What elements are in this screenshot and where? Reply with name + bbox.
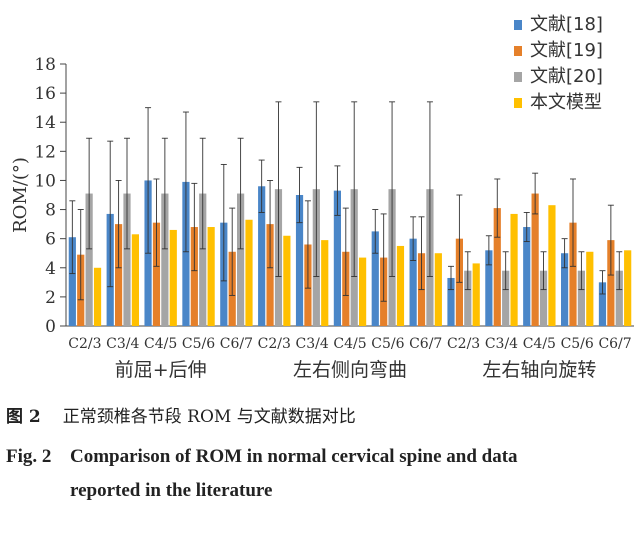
bar — [539, 270, 548, 326]
caption-en-label: Fig. 2 — [6, 446, 52, 467]
bar — [266, 224, 274, 326]
x-tick-label: C2/3 — [258, 336, 291, 352]
caption-en-line2: reported in the literature — [70, 480, 273, 501]
caption-cn: 图 2 正常颈椎各节段 ROM 与文献数据对比 — [6, 402, 356, 427]
bar — [598, 282, 607, 326]
x-tick-label: C6/7 — [220, 336, 253, 352]
bar — [85, 193, 93, 326]
bar — [237, 193, 245, 326]
bar — [152, 222, 161, 326]
legend-swatch — [514, 20, 522, 30]
bar — [207, 227, 215, 326]
x-tick-label: C3/4 — [485, 336, 518, 352]
bar — [561, 253, 569, 326]
bar — [182, 181, 190, 326]
bar — [531, 193, 539, 326]
legend-label: 文献[18] — [530, 14, 603, 35]
x-tick-label: C4/5 — [523, 336, 556, 352]
bar — [359, 257, 367, 326]
x-group-label: 前屈+后伸 — [115, 359, 207, 381]
y-tick-label: 16 — [34, 84, 56, 104]
bar — [245, 219, 253, 326]
x-tick-label: C2/3 — [68, 336, 101, 352]
bar — [523, 227, 531, 326]
x-group-label: 左右轴向旋转 — [482, 359, 596, 381]
bar — [115, 224, 123, 326]
bar — [169, 229, 177, 326]
legend-swatch — [514, 98, 522, 108]
bar — [577, 270, 585, 326]
x-tick-label: C2/3 — [447, 336, 480, 352]
bar — [586, 251, 594, 326]
x-tick-label: C3/4 — [296, 336, 329, 352]
y-tick-label: 0 — [45, 317, 56, 337]
bar — [502, 270, 510, 326]
x-tick-label: C6/7 — [598, 336, 631, 352]
y-tick-label: 10 — [34, 171, 56, 191]
bar — [472, 263, 480, 326]
y-tick-label: 2 — [45, 288, 56, 308]
bar — [434, 253, 442, 326]
bar — [371, 231, 379, 326]
bar — [409, 238, 417, 326]
y-tick-label: 6 — [45, 230, 56, 250]
bar — [333, 190, 341, 326]
bar — [93, 267, 102, 326]
bar — [131, 234, 139, 326]
y-tick-label: 8 — [45, 201, 56, 221]
bar — [510, 213, 518, 326]
bar — [493, 208, 501, 326]
bar — [190, 227, 198, 326]
bar — [447, 277, 455, 326]
bar — [615, 270, 623, 326]
bar — [464, 270, 472, 326]
x-tick-label: C5/6 — [182, 336, 215, 352]
bar — [258, 186, 266, 326]
bar — [283, 235, 291, 326]
legend-label: 文献[20] — [530, 66, 603, 87]
caption-en-line1: Comparison of ROM in normal cervical spi… — [70, 446, 518, 467]
x-tick-label: C4/5 — [333, 336, 366, 352]
x-tick-label: C5/6 — [371, 336, 404, 352]
x-group-label: 左右侧向弯曲 — [293, 359, 407, 381]
legend-label: 本文模型 — [530, 92, 602, 113]
caption-en: Fig. 2 Comparison of ROM in normal cervic… — [6, 440, 626, 508]
bar — [161, 193, 169, 326]
bar — [548, 205, 556, 326]
x-tick-label: C5/6 — [561, 336, 594, 352]
bar — [295, 195, 304, 326]
y-tick-label: 14 — [34, 113, 56, 133]
bar — [485, 250, 493, 326]
bar — [321, 240, 329, 326]
x-tick-label: C3/4 — [106, 336, 139, 352]
bar — [199, 193, 207, 326]
y-axis-label: ROM/(°) — [10, 157, 31, 233]
x-tick-label: C6/7 — [409, 336, 442, 352]
bar — [68, 237, 76, 326]
bar — [624, 250, 632, 326]
y-tick-label: 12 — [34, 142, 56, 162]
y-tick-label: 4 — [45, 259, 56, 279]
bar — [607, 240, 615, 326]
y-tick-label: 18 — [34, 55, 56, 75]
legend-swatch — [514, 46, 522, 56]
legend-label: 文献[19] — [530, 40, 603, 61]
bar — [123, 193, 131, 326]
x-tick-label: C4/5 — [144, 336, 177, 352]
bar — [396, 245, 405, 326]
legend-swatch — [514, 72, 522, 82]
caption-cn-label: 图 2 — [6, 407, 41, 427]
caption-cn-text: 正常颈椎各节段 ROM 与文献数据对比 — [62, 407, 356, 427]
bar — [569, 222, 577, 326]
